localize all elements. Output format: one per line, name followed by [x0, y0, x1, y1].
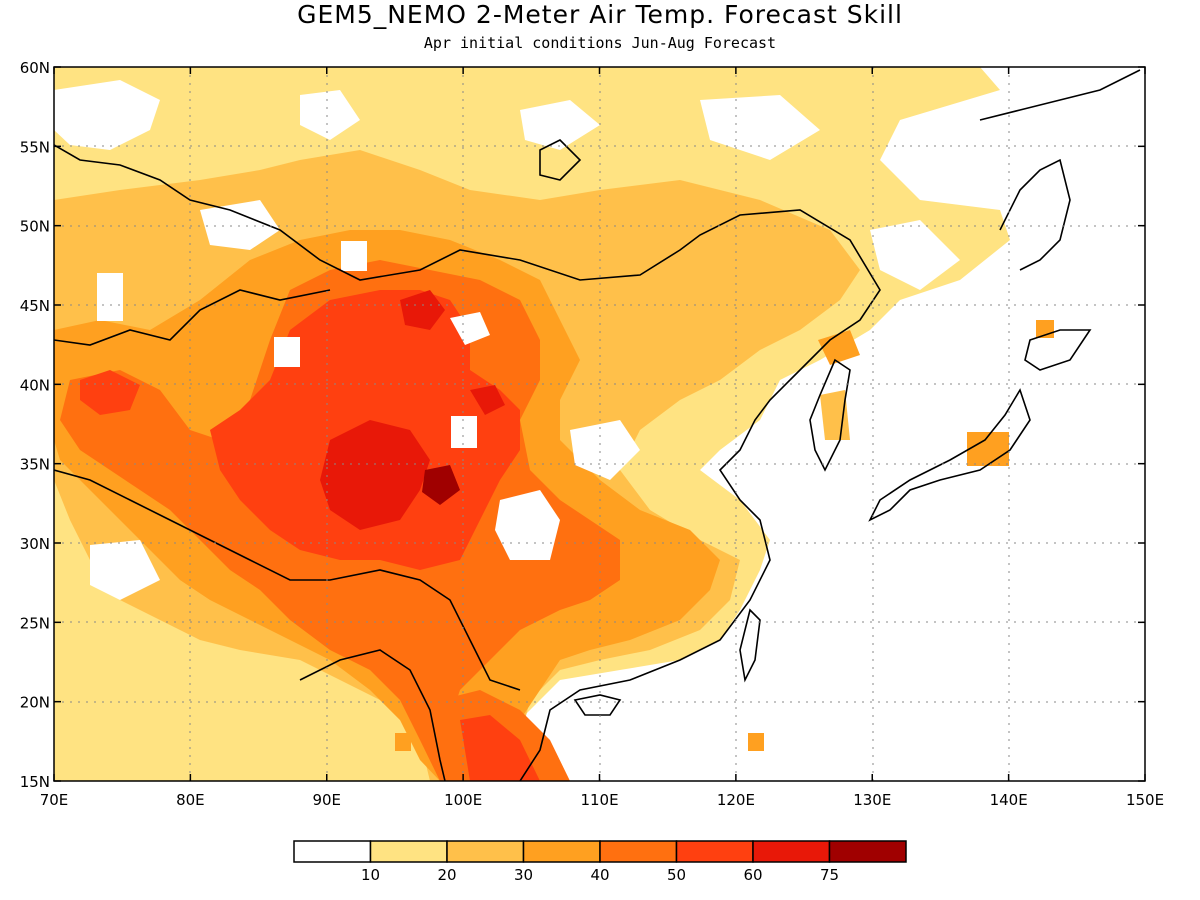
colorbar-label: 50 [667, 866, 686, 884]
lat-tick-label: 60N [20, 59, 50, 77]
lon-tick-label: 130E [853, 791, 891, 809]
lon-tick-label: 100E [444, 791, 482, 809]
colorbar-swatch [522, 840, 601, 863]
lon-tick-label: 120E [717, 791, 755, 809]
colorbar-label: 75 [820, 866, 839, 884]
colorbar-swatch [828, 840, 907, 863]
lon-tick-label: 80E [176, 791, 205, 809]
colorbar-swatch [369, 840, 448, 863]
lat-axis: 15N 20N 25N 30N 35N 40N 45N 50N 55N 60N [20, 59, 1145, 791]
lat-tick-label: 25N [20, 614, 50, 632]
colorbar-swatch [446, 840, 525, 863]
colorbar-labels: 10 20 30 40 50 60 75 [361, 866, 839, 884]
lat-tick-label: 15N [20, 773, 50, 791]
lat-tick-label: 50N [20, 218, 50, 236]
coastlines-borders [54, 69, 1141, 781]
lat-tick-label: 30N [20, 535, 50, 553]
chart-subtitle: Apr initial conditions Jun-Aug Forecast [423, 34, 777, 52]
colorbar-label: 10 [361, 866, 380, 884]
colorbar-swatch [675, 840, 754, 863]
colorbar-label: 20 [437, 866, 456, 884]
chart-title: GEM5_NEMO 2-Meter Air Temp. Forecast Ski… [297, 0, 903, 29]
skill-shading [54, 67, 1054, 781]
lat-tick-label: 35N [20, 456, 50, 474]
colorbar-label: 30 [514, 866, 533, 884]
colorbar-label: 40 [590, 866, 609, 884]
lat-tick-label: 55N [20, 138, 50, 156]
lon-tick-label: 90E [312, 791, 341, 809]
lon-tick-label: 150E [1126, 791, 1164, 809]
lon-tick-label: 70E [40, 791, 69, 809]
lon-axis: 70E 80E 90E 100E 110E 120E 130E 140E 150E [40, 67, 1164, 809]
colorbar-label: 60 [743, 866, 762, 884]
colorbar-swatch [599, 840, 678, 863]
colorbar-swatch [752, 840, 831, 863]
colorbar [293, 840, 907, 863]
lat-tick-label: 40N [20, 376, 50, 394]
lat-tick-label: 20N [20, 694, 50, 712]
colorbar-swatch [293, 840, 372, 863]
lon-tick-label: 140E [990, 791, 1028, 809]
lat-tick-label: 45N [20, 297, 50, 315]
gridlines [54, 67, 1145, 781]
lon-tick-label: 110E [580, 791, 618, 809]
